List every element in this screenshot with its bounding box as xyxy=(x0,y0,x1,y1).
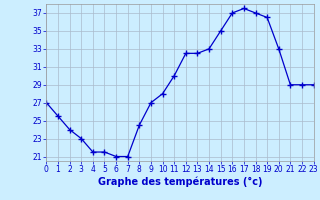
X-axis label: Graphe des températures (°c): Graphe des températures (°c) xyxy=(98,177,262,187)
